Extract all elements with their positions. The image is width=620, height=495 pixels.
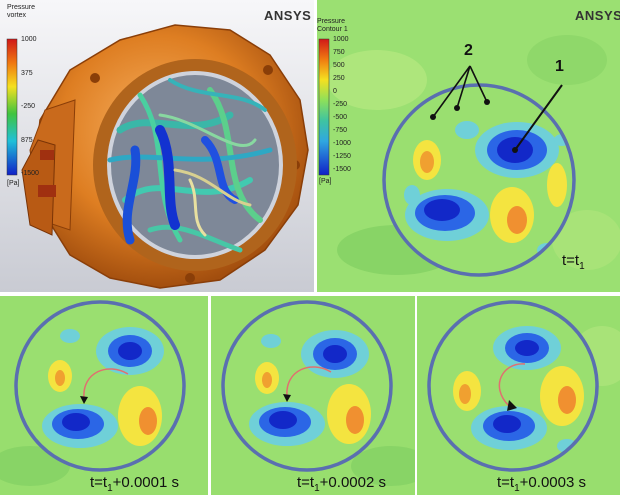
pressure-contour-panel: Pressure Contour 1 1000 750 500 250 0 -2… [317,0,620,292]
legend-label: 250 [333,75,345,82]
legend-label: -500 [333,114,348,121]
ansys-logo: ANSYS [264,8,312,23]
legend-unit: [Pa] [319,178,332,185]
legend-label: 0 [333,88,337,95]
callout-1-label: 1 [555,58,564,75]
legend-title-contour: Pressure Contour 1 [317,18,348,33]
snapshot-contour-3 [427,300,620,472]
snapshot-panel-1: t=t1+0.0001 s [0,296,208,495]
legend-label: 500 [333,62,345,69]
time-label: t=t1+0.0002 s [297,474,386,494]
pressure-contour-render [318,35,620,277]
ansys-logo: ANSYS [575,8,620,23]
legend-label: -250 [333,101,348,108]
legend-label: 1000 [21,36,37,43]
snapshot-panel-3: t=t1+0.0003 s [417,296,620,495]
rotation-arrow [286,366,332,397]
callout-2-label: 2 [464,42,473,59]
vortex-3d-render [6,24,309,289]
legend-label: -1250 [333,153,351,160]
legend-label: -250 [21,103,36,110]
snapshot-contour-1 [0,300,186,486]
legend-label: -1500 [21,170,39,177]
legend-label: 875 [21,137,33,144]
legend-label: 375 [21,70,33,77]
legend-label: 750 [333,49,345,56]
rotation-arrow [83,368,129,399]
time-label: t=t1+0.0001 s [90,474,179,494]
vortex-3d-panel: Pressure vortex 1000 375 -250 875 -1500 … [0,0,314,292]
legend-unit: [Pa] [7,180,20,187]
snapshot-contour-2 [221,300,415,486]
time-label: t=t1+0.0003 s [497,474,586,494]
legend-label: -750 [333,127,348,134]
legend-label: -1500 [333,166,351,173]
rotation-arrow [498,363,526,407]
snapshot-panel-2: t=t1+0.0002 s [211,296,415,495]
legend-label: -1000 [333,140,351,147]
legend-label: 1000 [333,36,349,43]
vortex-structures [107,78,273,253]
time-label: t=t1 [562,252,585,272]
legend-title-vortex: Pressure vortex [7,4,36,19]
